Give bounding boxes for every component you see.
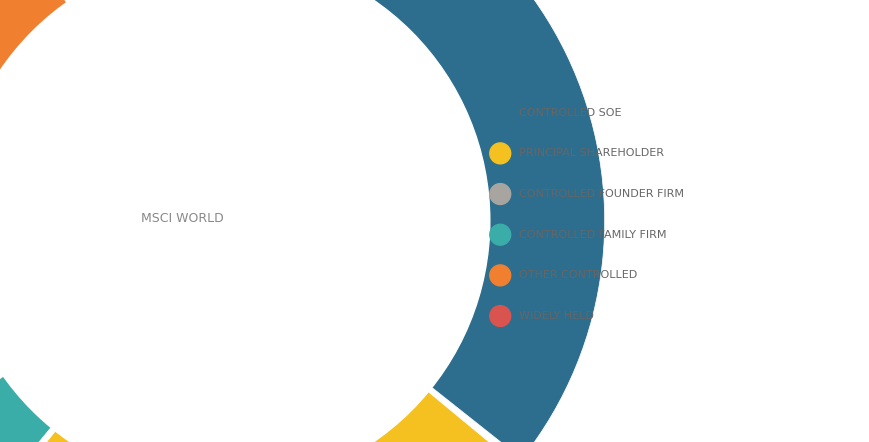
Circle shape (489, 224, 510, 245)
Text: CONTROLLED FOUNDER FIRM: CONTROLLED FOUNDER FIRM (519, 189, 684, 199)
Circle shape (489, 183, 510, 205)
Circle shape (489, 143, 510, 164)
Circle shape (489, 102, 510, 123)
Wedge shape (60, 321, 136, 408)
Wedge shape (340, 104, 450, 177)
Circle shape (489, 265, 510, 286)
Wedge shape (0, 372, 56, 442)
Wedge shape (0, 387, 516, 442)
Wedge shape (0, 0, 219, 397)
Wedge shape (247, 0, 395, 127)
Wedge shape (71, 327, 176, 442)
Wedge shape (349, 146, 463, 276)
Wedge shape (0, 12, 3, 156)
Wedge shape (222, 0, 262, 88)
Wedge shape (144, 325, 375, 442)
Wedge shape (0, 0, 70, 74)
Text: MSCI WORLD: MSCI WORLD (141, 212, 224, 225)
Circle shape (87, 86, 356, 356)
Text: OTHER CONTROLLED: OTHER CONTROLLED (519, 271, 637, 280)
Wedge shape (7, 0, 216, 5)
Circle shape (489, 305, 510, 327)
Text: CONTROLLED SOE: CONTROLLED SOE (519, 108, 621, 118)
Text: PRINCIPAL SHAREHOLDER: PRINCIPAL SHAREHOLDER (519, 149, 664, 158)
Wedge shape (320, 55, 431, 153)
Text: CONTROLLED FAMILY FIRM: CONTROLLED FAMILY FIRM (519, 230, 667, 240)
Wedge shape (309, 255, 455, 404)
Wedge shape (0, 315, 6, 436)
Text: WIDELY HELD: WIDELY HELD (519, 311, 594, 321)
Circle shape (0, 0, 489, 442)
Wedge shape (222, 0, 604, 442)
